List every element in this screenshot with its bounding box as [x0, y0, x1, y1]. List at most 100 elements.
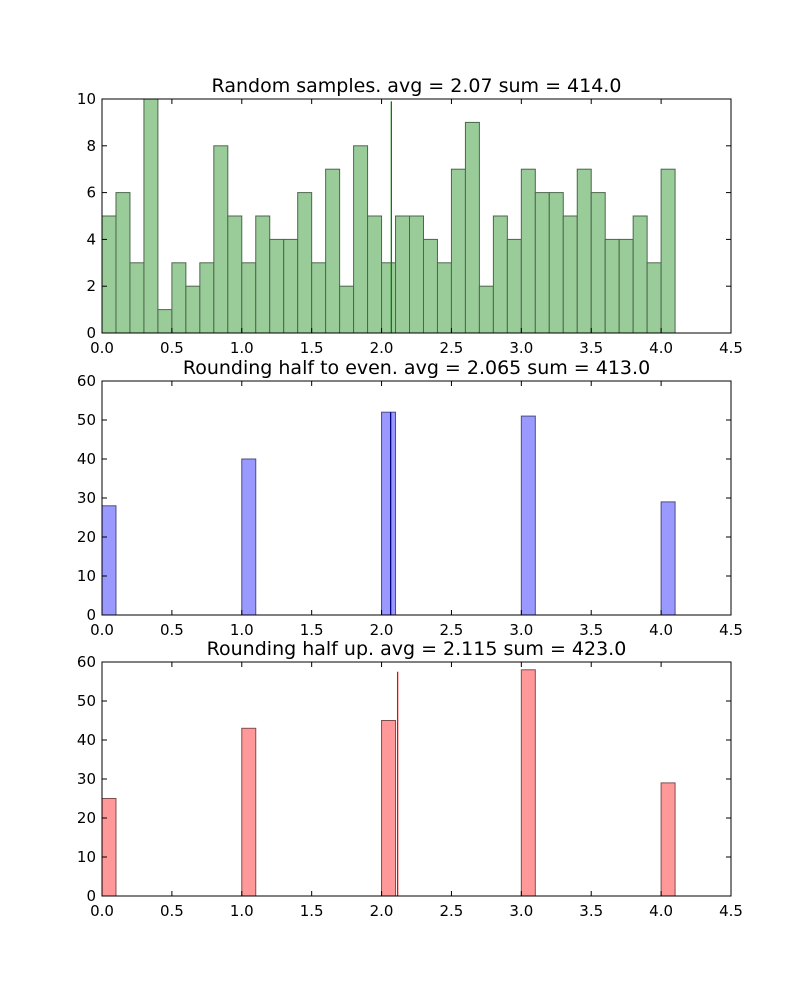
y-tick-label: 0	[86, 324, 96, 342]
x-tick-label: 1.0	[230, 902, 254, 920]
histogram-bar	[381, 720, 397, 897]
histogram-bar	[478, 285, 494, 334]
x-tick-label: 4.5	[719, 621, 743, 639]
histogram-bar	[660, 501, 676, 616]
histogram-bar	[590, 192, 606, 334]
histogram-bar	[185, 285, 201, 334]
histogram-bar	[604, 238, 620, 334]
x-tick-label: 0.5	[160, 339, 184, 357]
x-tick-label: 1.5	[300, 621, 324, 639]
y-tick-label: 50	[77, 411, 96, 429]
histogram-bar	[353, 145, 369, 334]
y-tick-label: 20	[77, 809, 96, 827]
x-tick-label: 1.5	[300, 339, 324, 357]
y-tick-label: 30	[77, 770, 96, 788]
x-tick-label: 0.0	[90, 621, 114, 639]
x-tick-label: 0.5	[160, 902, 184, 920]
x-tick-label: 0.0	[90, 902, 114, 920]
histogram-bar	[157, 309, 173, 334]
histogram-bar	[283, 238, 299, 334]
axes-frame	[101, 661, 732, 897]
histogram-bar	[241, 262, 257, 334]
histogram-bar	[255, 215, 271, 334]
x-tick-label: 4.0	[649, 902, 673, 920]
x-tick-label: 0.5	[160, 621, 184, 639]
histogram-bar	[520, 168, 536, 334]
x-tick-label: 3.5	[579, 339, 603, 357]
x-tick-label: 2.5	[440, 902, 464, 920]
axes-frame	[101, 98, 732, 334]
histogram-bar	[646, 262, 662, 334]
histogram-bar	[562, 215, 578, 334]
histogram-bar	[422, 238, 438, 334]
histogram-bar	[534, 192, 550, 334]
y-tick-label: 60	[77, 653, 96, 671]
y-tick-label: 10	[77, 567, 96, 585]
histogram-bar	[660, 782, 676, 897]
histogram-bar	[464, 121, 480, 334]
x-tick-label: 4.5	[719, 339, 743, 357]
histogram-bar	[632, 215, 648, 334]
axes-frame	[101, 380, 732, 616]
x-tick-label: 3.0	[509, 339, 533, 357]
histogram-bar	[492, 215, 508, 334]
histogram-bar	[409, 215, 424, 334]
y-tick-label: 50	[77, 692, 96, 710]
histogram-bar	[227, 215, 243, 334]
y-tick-label: 40	[77, 731, 96, 749]
x-tick-label: 0.0	[90, 339, 114, 357]
histogram-bar	[171, 262, 187, 334]
y-tick-label: 20	[77, 528, 96, 546]
histogram-bar	[395, 215, 411, 334]
histogram-bar	[241, 727, 257, 897]
y-tick-label: 8	[86, 137, 96, 155]
y-tick-label: 0	[86, 887, 96, 905]
y-tick-label: 0	[86, 606, 96, 624]
x-tick-label: 2.0	[370, 339, 394, 357]
x-tick-label: 1.5	[300, 902, 324, 920]
histogram-bar	[576, 168, 592, 334]
subplot-3: 0.0 0.5 1.0 1.5 2.0 2.5 3.0 3.5 4.0 4.5 0 10 20 30 40 5…	[77, 638, 743, 920]
subplot-2: 0.0 0.5 1.0 1.5 2.0 2.5 3.0 3.5 4.0 4.5 0 10 20 30 40 5…	[77, 357, 743, 639]
x-tick-label: 3.5	[579, 902, 603, 920]
histogram-bar	[325, 168, 341, 334]
y-tick-label: 2	[86, 277, 96, 295]
histogram-bar	[381, 262, 397, 334]
x-tick-label: 1.0	[230, 621, 254, 639]
histogram-bar	[143, 98, 159, 334]
x-tick-label: 3.0	[509, 902, 533, 920]
y-tick-label: 6	[86, 184, 96, 202]
histogram-bar	[101, 505, 117, 616]
x-tick-label: 4.0	[649, 621, 673, 639]
histogram-bar	[548, 192, 564, 334]
histogram-bar	[101, 798, 117, 897]
histogram-bar	[381, 411, 397, 616]
histogram-bar	[199, 262, 215, 334]
histogram-bar	[660, 168, 676, 334]
x-tick-label: 3.5	[579, 621, 603, 639]
chart-title: Rounding half up. avg = 2.115 sum = 423.…	[207, 638, 627, 660]
x-tick-label: 4.5	[719, 902, 743, 920]
histogram-bar	[297, 192, 313, 334]
chart-title: Random samples. avg = 2.07 sum = 414.0	[212, 75, 622, 97]
histogram-bar	[241, 458, 257, 616]
y-tick-label: 4	[86, 230, 96, 248]
histogram-bar	[436, 262, 452, 334]
subplot-1: 0.0 0.5 1.0 1.5 2.0 2.5 3.0 3.5 4.0 4.5 0 2 4 6 8 10 Ran…	[77, 75, 743, 357]
x-tick-label: 2.5	[440, 339, 464, 357]
histogram-bar	[367, 215, 383, 334]
histogram-bar	[213, 145, 229, 334]
histogram-bar	[520, 415, 536, 616]
y-tick-label: 40	[77, 450, 96, 468]
histogram-bar	[101, 215, 117, 334]
histogram-bar	[450, 168, 466, 334]
y-tick-label: 10	[77, 90, 96, 108]
x-tick-label: 1.0	[230, 339, 254, 357]
histogram-bar	[129, 262, 145, 334]
histogram-bar	[520, 669, 536, 897]
y-tick-label: 60	[77, 372, 96, 390]
y-tick-label: 10	[77, 848, 96, 866]
x-tick-label: 2.5	[440, 621, 464, 639]
histogram-bar	[506, 238, 522, 334]
